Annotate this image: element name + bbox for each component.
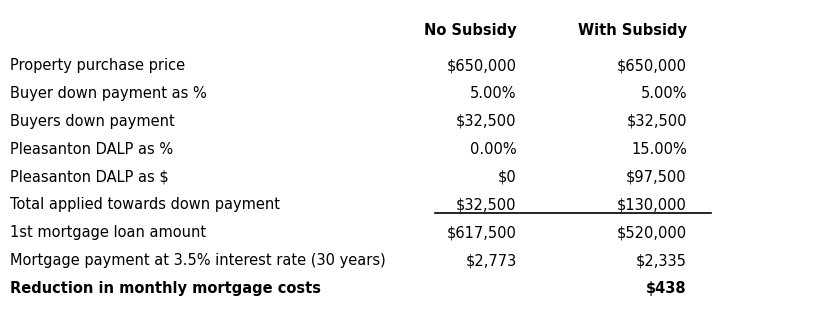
Text: 5.00%: 5.00% (641, 86, 687, 101)
Text: $2,773: $2,773 (466, 253, 517, 268)
Text: $32,500: $32,500 (456, 197, 517, 212)
Text: 5.00%: 5.00% (470, 86, 517, 101)
Text: $650,000: $650,000 (617, 58, 687, 73)
Text: Total applied towards down payment: Total applied towards down payment (10, 197, 279, 212)
Text: $617,500: $617,500 (447, 225, 517, 240)
Text: $520,000: $520,000 (617, 225, 687, 240)
Text: $32,500: $32,500 (626, 114, 687, 129)
Text: $650,000: $650,000 (447, 58, 517, 73)
Text: Reduction in monthly mortgage costs: Reduction in monthly mortgage costs (10, 281, 321, 296)
Text: $32,500: $32,500 (456, 114, 517, 129)
Text: $0: $0 (498, 170, 517, 184)
Text: 15.00%: 15.00% (631, 142, 687, 157)
Text: No Subsidy: No Subsidy (424, 23, 517, 38)
Text: Buyers down payment: Buyers down payment (10, 114, 174, 129)
Text: $438: $438 (646, 281, 687, 296)
Text: $97,500: $97,500 (626, 170, 687, 184)
Text: 0.00%: 0.00% (470, 142, 517, 157)
Text: With Subsidy: With Subsidy (578, 23, 687, 38)
Text: Pleasanton DALP as %: Pleasanton DALP as % (10, 142, 173, 157)
Text: $130,000: $130,000 (617, 197, 687, 212)
Text: Property purchase price: Property purchase price (10, 58, 185, 73)
Text: $2,335: $2,335 (636, 253, 687, 268)
Text: 1st mortgage loan amount: 1st mortgage loan amount (10, 225, 206, 240)
Text: Mortgage payment at 3.5% interest rate (30 years): Mortgage payment at 3.5% interest rate (… (10, 253, 385, 268)
Text: Buyer down payment as %: Buyer down payment as % (10, 86, 206, 101)
Text: Pleasanton DALP as $: Pleasanton DALP as $ (10, 170, 168, 184)
